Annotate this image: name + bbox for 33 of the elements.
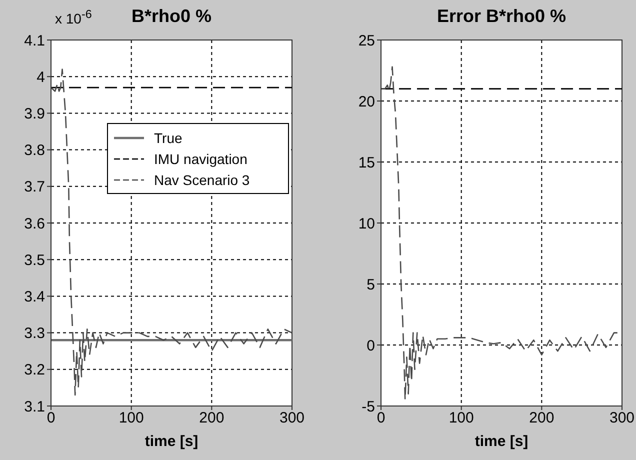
y-tick-label: 3.3	[24, 325, 45, 342]
y-tick-label: 3.7	[24, 178, 45, 196]
y-tick-label: 3.6	[24, 215, 45, 232]
y-tick-label: -5	[362, 398, 375, 416]
y-tick-label: 15	[358, 154, 375, 172]
y-tick-label: 20	[358, 93, 375, 110]
x-tick-label: 200	[529, 410, 554, 427]
y-tick-label: 3.1	[24, 398, 45, 416]
x-tick-label: 100	[118, 410, 144, 427]
legend-label: Nav Scenario 3	[154, 172, 250, 188]
x-tick-label: 300	[279, 410, 305, 427]
text: x 10$^{-6}$	[55, 8, 92, 27]
y-tick-label: 25	[358, 32, 375, 50]
x-axis-title: time [s]	[474, 433, 528, 450]
chart-title: Error B*rho0 %	[436, 6, 568, 27]
y-tick-label: 3.4	[24, 288, 45, 306]
x-axis-title: time [s]	[144, 433, 198, 450]
y-tick-label: 5	[366, 276, 375, 294]
chart-title: B*rho0 %	[131, 6, 212, 26]
y-tick-label: 3.5	[24, 252, 45, 269]
y-tick-label: 4.1	[24, 32, 45, 50]
line-series	[51, 68, 292, 396]
legend-label: IMU navigation	[154, 150, 248, 166]
x-tick-label: 200	[199, 410, 224, 427]
y-tick-label: 3.2	[24, 362, 45, 379]
x-tick-label: 300	[609, 410, 635, 427]
y-tick-label: 3.9	[24, 106, 45, 123]
x-tick-label: 100	[448, 410, 474, 427]
y-tick-label: 4	[36, 68, 45, 86]
legend-label: True	[154, 130, 182, 146]
y-tick-label: 3.8	[24, 142, 45, 160]
y-tick-label: 0	[366, 337, 375, 354]
y-tick-label: 10	[358, 215, 375, 232]
